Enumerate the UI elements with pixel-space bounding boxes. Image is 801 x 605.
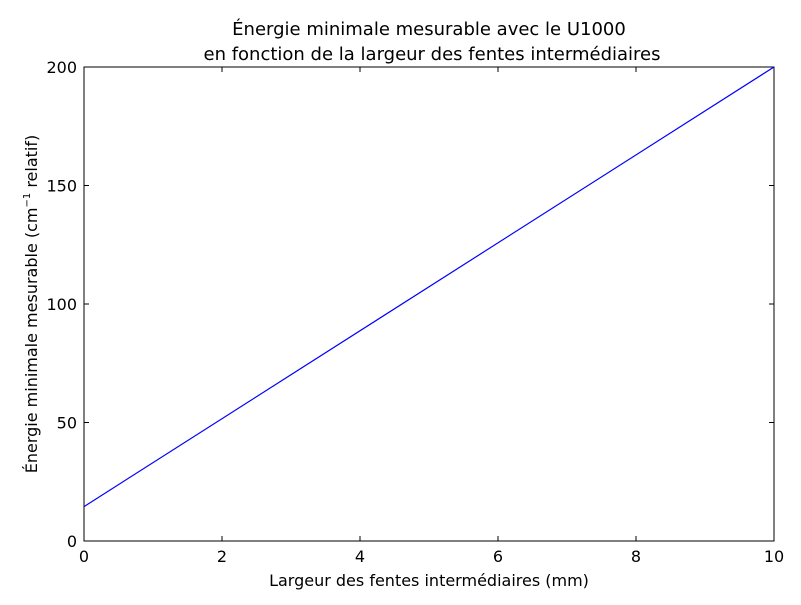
y-tick-label: 150	[46, 177, 77, 196]
y-axis-ticks: 0 50 100 150 200	[46, 58, 774, 551]
chart-title-line1: Énergie minimale mesurable avec le U1000	[232, 18, 626, 40]
x-axis-ticks: 0 2 4 6 8 10	[79, 67, 784, 566]
y-tick-label: 50	[57, 414, 77, 433]
series-group	[83, 66, 775, 508]
x-tick-label: 10	[764, 547, 784, 566]
y-tick-label: 200	[46, 58, 77, 77]
chart-title-line2: en fonction de la largeur des fentes int…	[204, 44, 661, 65]
x-tick-label: 0	[79, 547, 89, 566]
x-axis-label: Largeur des fentes intermédiaires (mm)	[269, 571, 589, 590]
y-axis-label-superscript: −1	[22, 193, 33, 208]
series-line	[83, 66, 775, 508]
plot-frame	[83, 66, 775, 542]
y-axis-label-tail: relatif)	[22, 135, 41, 193]
x-tick-label: 2	[217, 547, 227, 566]
y-axis-label-main: Énergie minimale mesurable (cm	[22, 208, 41, 474]
y-tick-label: 100	[46, 295, 77, 314]
x-tick-label: 4	[355, 547, 365, 566]
y-tick-label: 0	[67, 532, 77, 551]
y-axis-label: Énergie minimale mesurable (cm−1 relatif…	[22, 135, 41, 474]
x-tick-label: 8	[631, 547, 641, 566]
x-tick-label: 6	[493, 547, 503, 566]
